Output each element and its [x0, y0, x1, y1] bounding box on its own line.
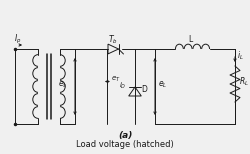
Text: $e_L$: $e_L$	[158, 79, 167, 90]
Text: $e_T$: $e_T$	[111, 75, 120, 84]
Text: $I_p$: $I_p$	[14, 33, 22, 47]
Text: $i_L$: $i_L$	[237, 50, 244, 63]
Text: $i_D$: $i_D$	[119, 81, 126, 91]
Text: $T_b$: $T_b$	[108, 33, 118, 45]
Text: $e_s$: $e_s$	[58, 79, 68, 90]
Text: Load voltage (hatched): Load voltage (hatched)	[76, 140, 174, 149]
Text: (a): (a)	[118, 131, 132, 140]
Text: $R_L$: $R_L$	[239, 75, 249, 87]
Text: D: D	[141, 85, 147, 93]
Text: L: L	[188, 35, 192, 44]
